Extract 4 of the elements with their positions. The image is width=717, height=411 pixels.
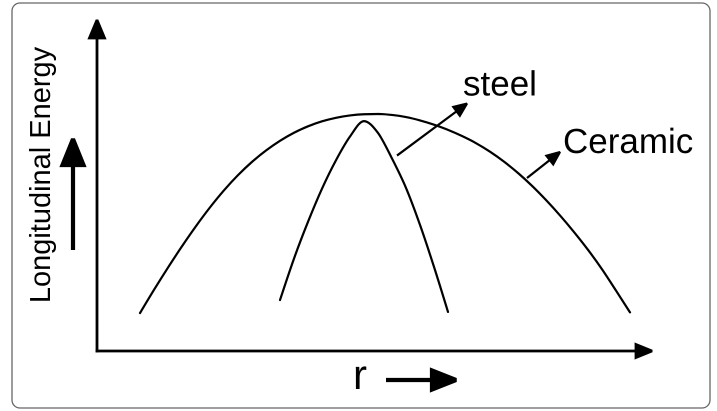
legend-label: Ceramic [563, 122, 694, 162]
y-axis-title: Longitudinal Energy [25, 46, 57, 304]
x-axis-title: r [353, 351, 367, 398]
text: steel [463, 64, 537, 104]
